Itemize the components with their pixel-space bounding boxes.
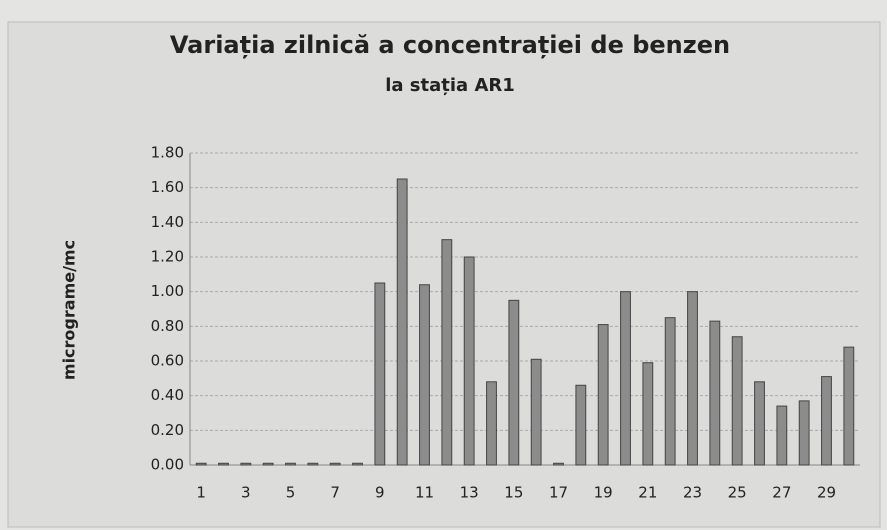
x-tick-label: 25	[728, 484, 747, 502]
x-tick-label: 3	[241, 484, 251, 502]
x-tick-label: 7	[330, 484, 340, 502]
bar	[396, 178, 408, 466]
bar	[486, 381, 497, 466]
bar	[374, 282, 386, 466]
chart-subtitle: la stația AR1	[385, 75, 515, 96]
bar	[463, 256, 475, 466]
bar	[441, 239, 453, 466]
y-tick-label: 1.40	[151, 213, 184, 231]
x-tick-label: 21	[638, 484, 657, 502]
x-tick-label: 15	[504, 484, 523, 502]
bar	[218, 462, 229, 466]
x-tick-label: 13	[460, 484, 479, 502]
bar	[553, 462, 564, 466]
bar	[709, 320, 721, 466]
y-tick-label: 1.80	[151, 144, 184, 162]
x-tick-label: 5	[286, 484, 296, 502]
y-axis-label: micrograme/mc	[60, 240, 79, 380]
y-tick-label: 0.20	[151, 421, 184, 439]
bar	[240, 462, 252, 466]
bar	[687, 291, 698, 466]
bar	[821, 376, 832, 466]
x-tick-label: 1	[196, 484, 206, 502]
bar	[508, 299, 520, 466]
bar	[352, 462, 363, 466]
x-tick-label: 17	[549, 484, 568, 502]
x-tick-label: 9	[375, 484, 385, 502]
bar	[195, 462, 207, 466]
bar	[329, 462, 341, 466]
bar	[731, 336, 743, 466]
y-tick-label: 1.20	[151, 248, 184, 266]
y-tick-label: 0.40	[151, 386, 184, 404]
bar	[575, 384, 587, 466]
bar	[262, 462, 274, 466]
bar	[843, 346, 855, 466]
bar	[285, 462, 296, 466]
y-tick-label: 1.00	[151, 282, 184, 300]
x-tick-label: 11	[415, 484, 434, 502]
bar	[798, 400, 810, 466]
x-tick-label: 29	[817, 484, 836, 502]
y-tick-label: 0.80	[151, 317, 184, 335]
y-tick-label: 1.60	[151, 178, 184, 196]
bar	[642, 362, 654, 466]
y-tick-label: 0.00	[151, 456, 184, 474]
bar	[664, 317, 676, 466]
x-tick-label: 19	[594, 484, 613, 502]
bar	[530, 358, 542, 466]
x-tick-label: 23	[683, 484, 702, 502]
y-tick-label: 0.60	[151, 352, 184, 370]
bar	[597, 324, 609, 466]
bar	[754, 381, 765, 466]
bar	[620, 291, 631, 466]
bar	[776, 405, 788, 466]
bar	[419, 284, 430, 466]
chart-title: Variația zilnică a concentrației de benz…	[170, 31, 730, 59]
x-tick-label: 27	[772, 484, 791, 502]
bar	[307, 462, 319, 466]
